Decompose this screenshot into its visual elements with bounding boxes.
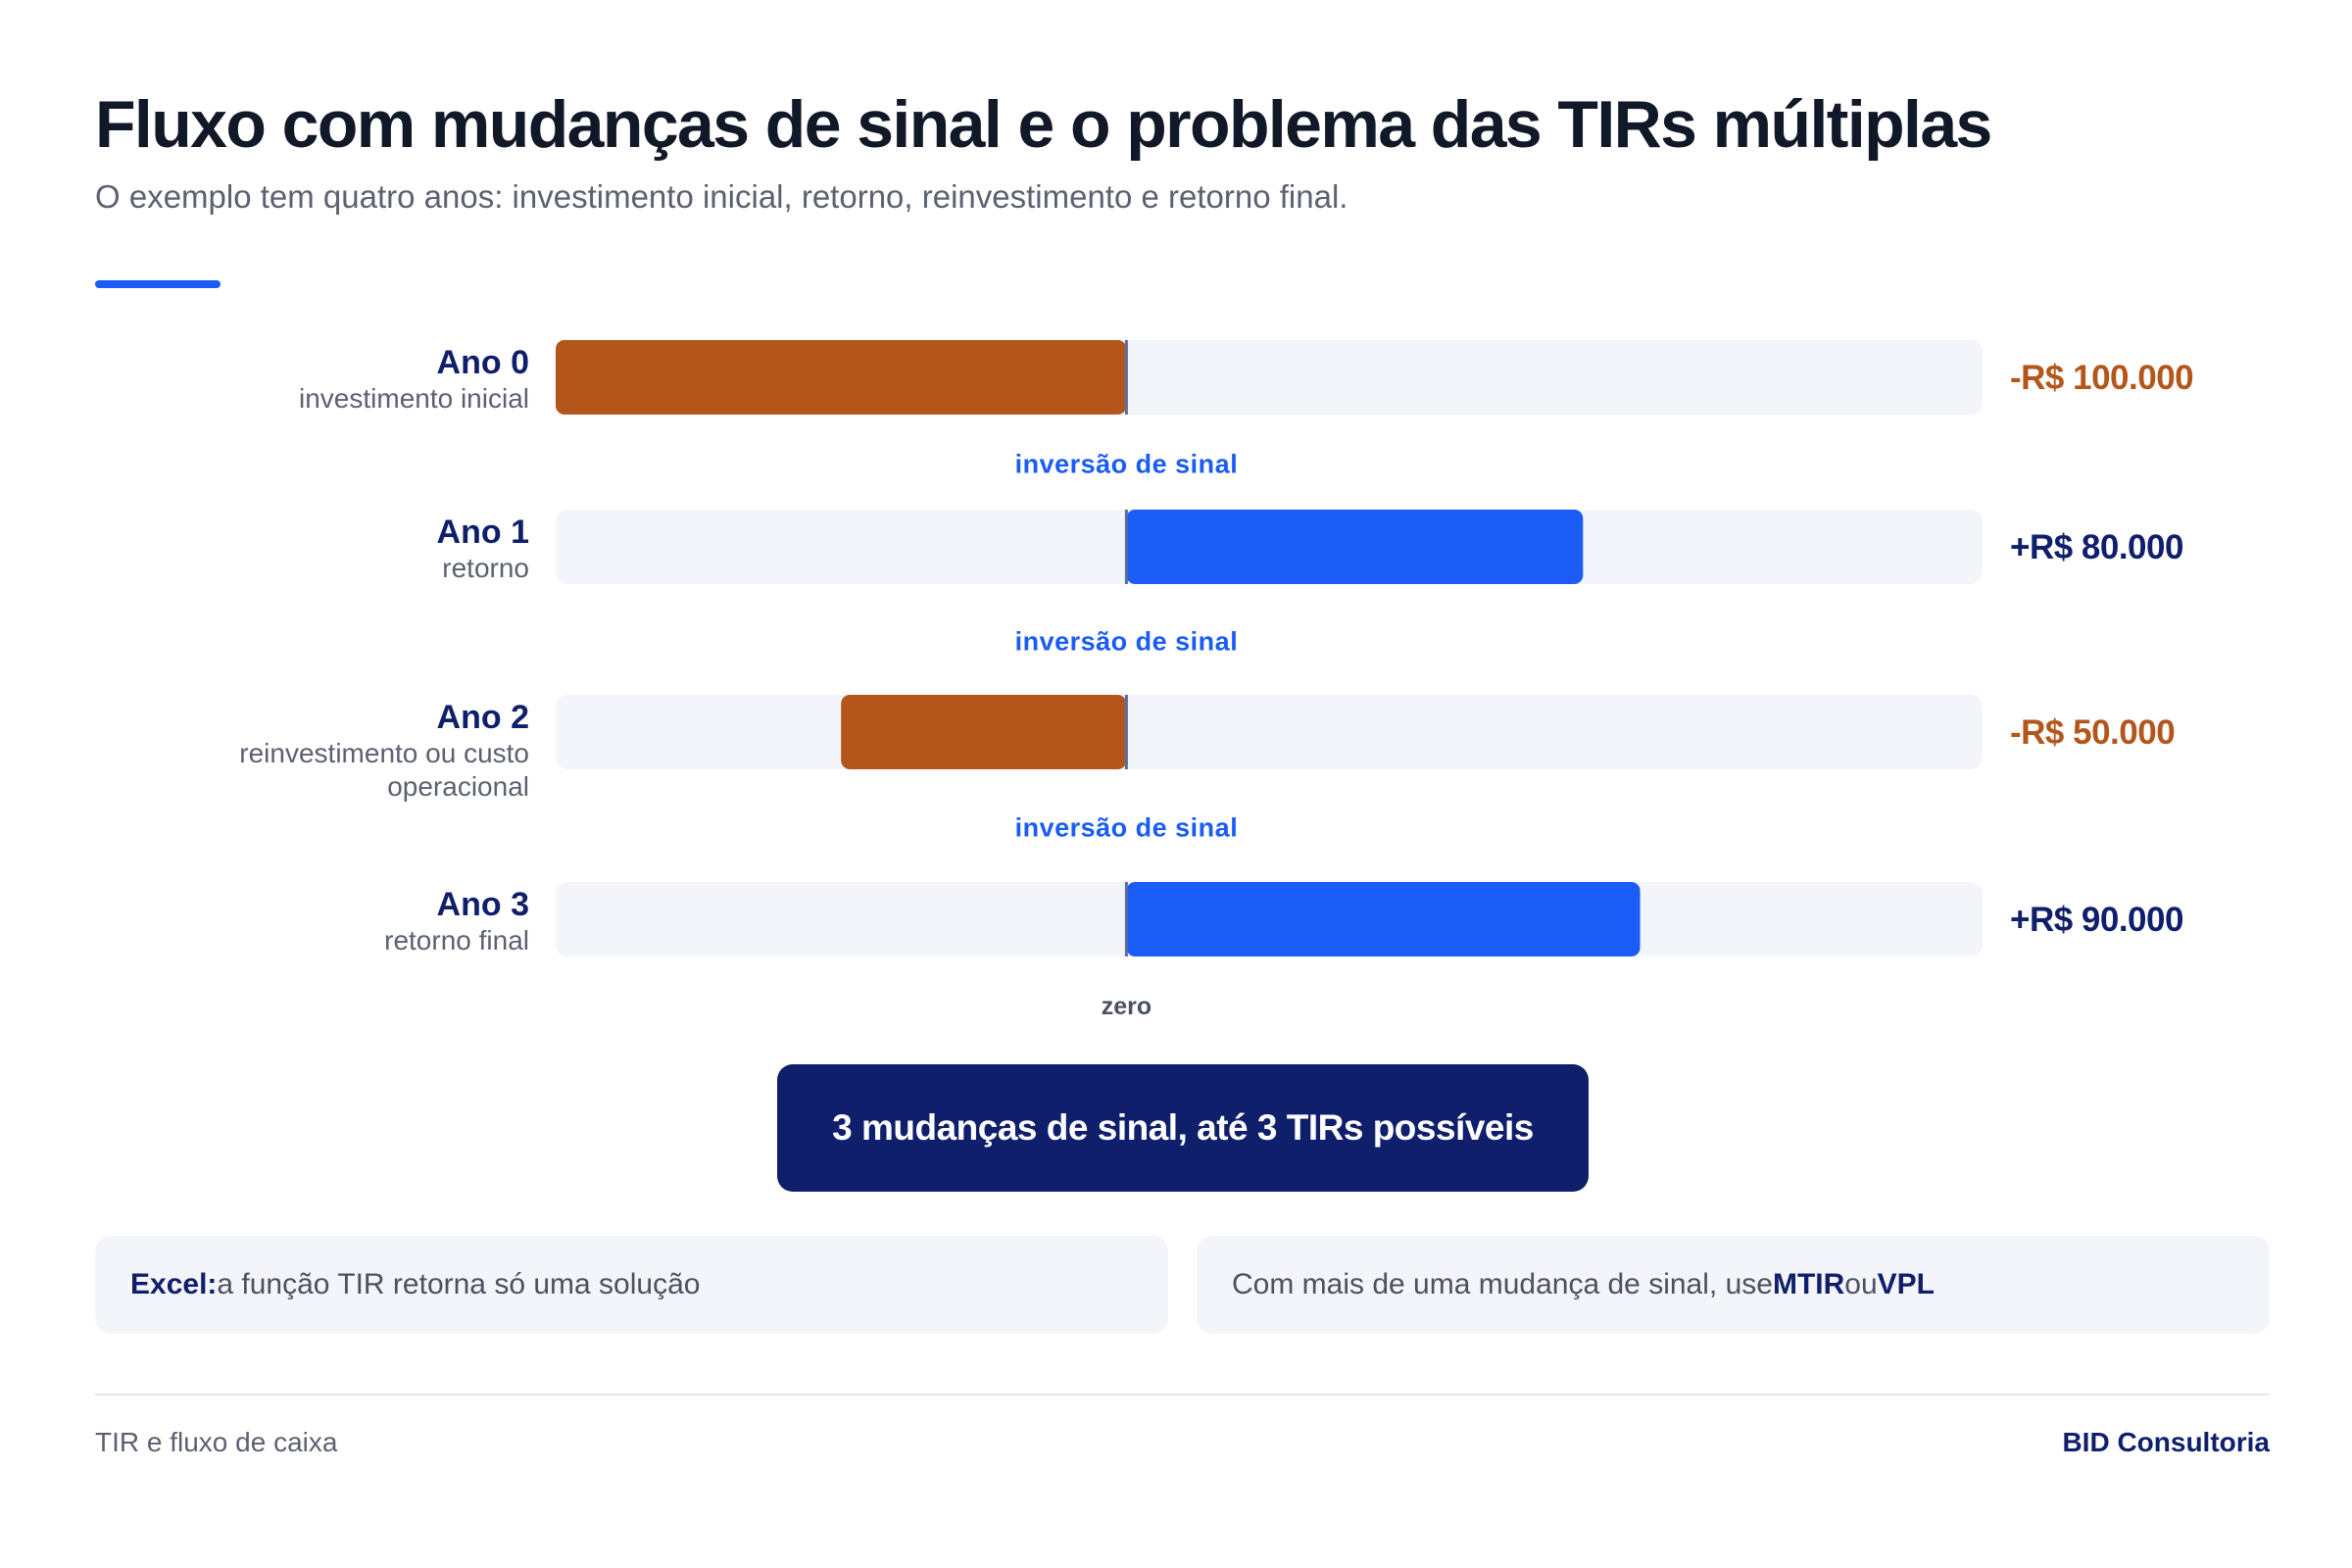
sign-inversion-label: inversão de sinal (1015, 627, 1239, 657)
summary-text: 3 mudanças de sinal, até 3 TIRs possívei… (832, 1107, 1534, 1148)
flow-bar (841, 695, 1127, 769)
flow-bar (1126, 882, 1641, 956)
zero-line (1124, 340, 1128, 415)
value-label: -R$ 50.000 (2010, 713, 2175, 752)
year-label: Ano 1 (437, 514, 529, 551)
zero-line (1124, 882, 1128, 956)
value-label: -R$ 100.000 (2010, 359, 2193, 397)
excel-note-card: Excel: a função TIR retorna só uma soluç… (95, 1236, 1168, 1334)
excel-note-label: Excel: (130, 1268, 218, 1300)
sign-inversion-label: inversão de sinal (1015, 813, 1239, 843)
recommendation-connector: ou (1844, 1268, 1878, 1300)
footer-topic: TIR e fluxo de caixa (95, 1427, 338, 1457)
recommendation-prefix: Com mais de uma mudança de sinal, use (1232, 1268, 1773, 1300)
mtir-term: MTIR (1772, 1268, 1845, 1300)
year-label: Ano 0 (437, 344, 529, 381)
year-label: Ano 3 (437, 886, 529, 923)
recommendation-note-card: Com mais de uma mudança de sinal, use MT… (1197, 1236, 2270, 1334)
year-description: retorno final (384, 925, 529, 956)
year-description: investimento inicial (299, 383, 529, 414)
flow-bar (556, 340, 1127, 415)
excel-note-text: a função TIR retorna só uma solução (217, 1268, 701, 1300)
summary-banner: 3 mudanças de sinal, até 3 TIRs possívei… (777, 1064, 1589, 1192)
year-description: retorno (442, 553, 529, 583)
year-description: operacional (387, 771, 529, 802)
flow-bar (1126, 510, 1584, 584)
sign-inversion-label: inversão de sinal (1015, 450, 1239, 479)
value-label: +R$ 90.000 (2010, 901, 2183, 939)
footer-divider (95, 1394, 2270, 1396)
zero-line (1124, 510, 1128, 584)
year-description: reinvestimento ou custo (239, 738, 529, 768)
vpl-term: VPL (1877, 1268, 1936, 1300)
footer-brand: BID Consultoria (2062, 1427, 2270, 1457)
year-label: Ano 2 (437, 699, 529, 736)
value-label: +R$ 80.000 (2010, 528, 2183, 566)
zero-axis-label: zero (1102, 993, 1152, 1020)
bar-track (556, 695, 1983, 769)
accent-rule (95, 280, 220, 288)
zero-line (1124, 695, 1128, 769)
page-subtitle: O exemplo tem quatro anos: investimento … (95, 178, 1348, 215)
page-title: Fluxo com mudanças de sinal e o problema… (95, 87, 1992, 162)
